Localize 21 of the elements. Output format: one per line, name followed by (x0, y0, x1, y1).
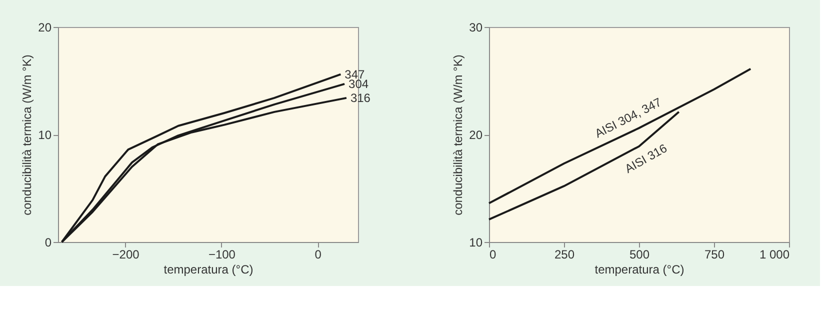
x-axis-title: temperatura (°C) (164, 262, 254, 276)
y-tick-label: 20 (469, 128, 483, 142)
series-label: 316 (350, 90, 371, 105)
y-tick-label: 0 (44, 236, 52, 250)
y-tick-label: 30 (469, 20, 483, 34)
x-tick-label: 0 (490, 248, 496, 262)
x-tick-label: 1 000 (759, 248, 790, 262)
y-tick-label: 10 (38, 128, 52, 142)
x-tick-label: 250 (554, 248, 575, 262)
x-tick-label: 0 (314, 248, 322, 262)
x-axis-title: temperatura (°C) (594, 262, 684, 276)
x-tick-label: −200 (112, 248, 140, 262)
y-tick-label: 10 (469, 236, 483, 250)
text: AISI 316 (622, 140, 670, 176)
y-axis-title: conducibilità termica (W/m °K) (451, 54, 466, 216)
x-tick-label: 500 (629, 248, 650, 262)
y-axis-title: conducibilità termica (W/m °K) (20, 54, 34, 216)
x-tick-label: −100 (208, 248, 236, 262)
x-tick-label: 750 (704, 248, 725, 262)
text: AISI 304, 347 (592, 94, 664, 141)
y-tick-label: 20 (38, 20, 52, 34)
